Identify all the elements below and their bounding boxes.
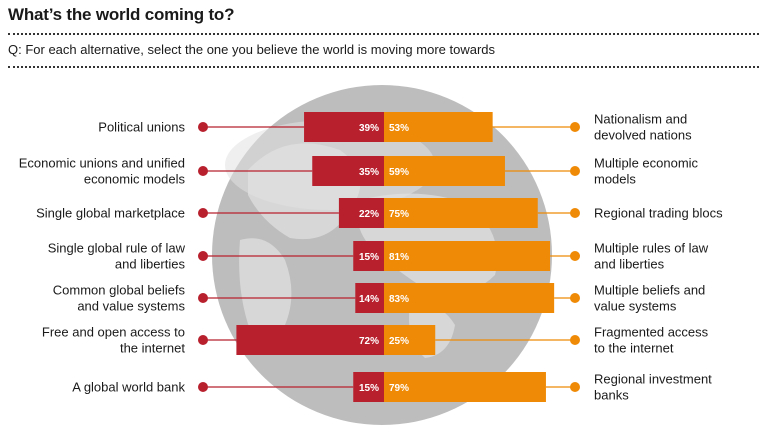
- right-value-label: 59%: [389, 167, 409, 178]
- survey-question: Q: For each alternative, select the one …: [8, 42, 496, 57]
- left-value-label: 15%: [359, 383, 379, 394]
- right-dot-marker: [570, 293, 580, 303]
- left-dot-marker: [198, 166, 208, 176]
- right-value-label: 25%: [389, 336, 409, 347]
- left-category-label: Common global beliefs: [53, 283, 186, 298]
- right-bar: [384, 372, 546, 402]
- left-category-label: Economic unions and unified: [19, 156, 185, 171]
- left-category-label: Political unions: [98, 120, 185, 135]
- right-category-label: Fragmented access: [594, 325, 709, 340]
- right-dot-marker: [570, 335, 580, 345]
- left-category-label: Single global rule of law: [48, 241, 186, 256]
- right-category-label: and liberties: [594, 257, 665, 272]
- left-bar: [353, 241, 384, 271]
- globe-landmass: [239, 238, 292, 343]
- left-category-label: the internet: [120, 341, 185, 356]
- right-dot-marker: [570, 251, 580, 261]
- right-category-label: Multiple economic: [594, 156, 699, 171]
- left-bar: [236, 325, 384, 355]
- right-category-label: Nationalism and: [594, 112, 687, 127]
- left-category-label: economic models: [84, 172, 186, 187]
- chart-row: 39% 53% Political unions Nationalism anddev…: [98, 112, 692, 143]
- left-dot-marker: [198, 251, 208, 261]
- right-category-label: banks: [594, 388, 629, 403]
- right-dot-marker: [570, 382, 580, 392]
- left-value-label: 72%: [359, 336, 379, 347]
- right-category-label: models: [594, 172, 636, 187]
- right-category-label: to the internet: [594, 341, 674, 356]
- left-bar: [338, 198, 384, 228]
- right-category-label: Regional trading blocs: [594, 206, 723, 221]
- left-dot-marker: [198, 293, 208, 303]
- right-bar: [384, 198, 538, 228]
- right-category-label: value systems: [594, 299, 677, 314]
- right-value-label: 79%: [389, 383, 409, 394]
- right-dot-marker: [570, 166, 580, 176]
- title-divider: [8, 33, 759, 35]
- left-value-label: 39%: [359, 123, 379, 134]
- left-dot-marker: [198, 122, 208, 132]
- right-bar: [384, 112, 493, 142]
- left-value-label: 14%: [359, 294, 379, 305]
- right-value-label: 75%: [389, 209, 409, 220]
- chart-rows: 39% 53% Political unions Nationalism anddev…: [19, 112, 723, 403]
- right-category-label: Regional investment: [594, 372, 712, 387]
- left-category-label: Free and open access to: [42, 325, 185, 340]
- right-dot-marker: [570, 208, 580, 218]
- right-category-label: devolved nations: [594, 128, 692, 143]
- left-category-label: A global world bank: [72, 380, 185, 395]
- left-value-label: 22%: [359, 209, 379, 220]
- right-bar: [384, 241, 551, 271]
- left-category-label: and value systems: [77, 299, 185, 314]
- right-value-label: 81%: [389, 252, 409, 263]
- right-bar: [384, 283, 555, 313]
- left-category-label: Single global marketplace: [36, 206, 185, 221]
- right-bar: [384, 325, 436, 355]
- right-category-label: Multiple rules of law: [594, 241, 709, 256]
- chart-row: 22% 75% Single global marketplace Regional …: [36, 198, 723, 228]
- left-dot-marker: [198, 208, 208, 218]
- chart-row: 15% 79% A global world bank Regional invest…: [72, 372, 712, 403]
- left-bar: [353, 372, 384, 402]
- left-bar: [312, 156, 384, 186]
- left-category-label: and liberties: [115, 257, 186, 272]
- left-bar: [304, 112, 384, 142]
- right-dot-marker: [570, 122, 580, 132]
- right-category-label: Multiple beliefs and: [594, 283, 705, 298]
- left-bar: [355, 283, 384, 313]
- left-value-label: 35%: [359, 167, 379, 178]
- left-dot-marker: [198, 335, 208, 345]
- chart-row: 35% 59% Economic unions and unifiedeconomi…: [19, 156, 699, 187]
- question-divider: [8, 66, 759, 68]
- right-value-label: 53%: [389, 123, 409, 134]
- right-value-label: 83%: [389, 294, 409, 305]
- left-value-label: 15%: [359, 252, 379, 263]
- page-title: What’s the world coming to?: [8, 5, 235, 24]
- right-bar: [384, 156, 505, 186]
- left-dot-marker: [198, 382, 208, 392]
